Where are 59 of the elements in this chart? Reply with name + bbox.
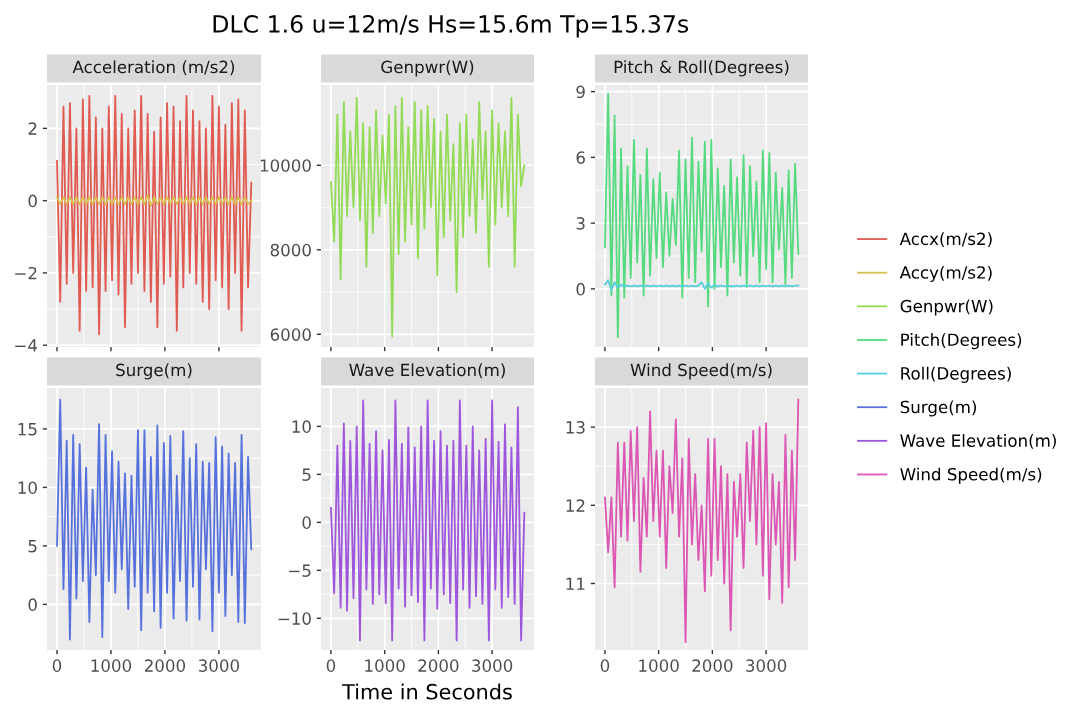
line-series	[56, 398, 253, 641]
x-tick-label: 1000	[91, 659, 132, 672]
y-tick-label: 0	[28, 598, 37, 611]
line-series	[56, 94, 253, 336]
chart-title: Acceleration (m/s2)	[72, 60, 235, 76]
line-series	[330, 96, 526, 338]
x-tick-label: 1000	[365, 659, 405, 672]
y-tick-label: 6000	[270, 328, 311, 341]
y-tick-label: −10	[278, 612, 311, 625]
legend-label: Roll(Degrees)	[901, 366, 1011, 383]
legend-label: Wave Elevation(m)	[900, 434, 1056, 449]
x-tick-label: 2000	[418, 659, 459, 672]
y-tick-label: 3	[576, 217, 585, 230]
y-tick-label: −5	[289, 564, 311, 577]
x-tick-label: 0	[52, 659, 62, 672]
y-tick-label: 10	[292, 420, 311, 433]
y-tick-label: 15	[18, 423, 37, 436]
x-tick-label: 2000	[692, 659, 733, 672]
y-tick-label: 8000	[270, 243, 311, 257]
line-series	[604, 279, 800, 291]
y-tick-label: 5	[28, 540, 37, 553]
y-tick-label: −2	[15, 266, 37, 280]
line-series	[604, 92, 800, 339]
x-axis-title: Time in Seconds	[342, 683, 512, 700]
legend-label: Wind Speed(m/s)	[900, 467, 1042, 484]
y-tick-label: 11	[566, 577, 585, 590]
x-tick-label: 3000	[746, 659, 787, 672]
text: DLC 1.6 u=12m/s Hs=15.6m Tp=15.37s	[213, 14, 689, 38]
x-tick-label: 1000	[639, 659, 679, 672]
y-tick-label: 13	[566, 421, 585, 434]
y-tick-label: −4	[15, 339, 38, 352]
legend-label: Pitch(Degrees)	[901, 333, 1022, 350]
y-tick-label: 5	[302, 468, 311, 481]
legend-label: Genpwr(W)	[900, 299, 993, 316]
chart-title: Wave Elevation(m)	[349, 363, 505, 379]
y-tick-label: 0	[302, 516, 311, 529]
line-series	[330, 399, 526, 642]
y-tick-label: 10000	[260, 159, 311, 172]
legend-label: Accy(m/s2)	[899, 265, 992, 282]
y-tick-label: 0	[28, 194, 37, 208]
y-tick-label: 10	[18, 481, 37, 494]
line-series	[604, 398, 800, 644]
legend-label: Surge(m)	[900, 400, 977, 417]
x-tick-label: 3000	[198, 659, 239, 672]
y-tick-label: 2	[28, 122, 37, 135]
chart-title: Genpwr(W)	[381, 60, 474, 77]
legend-label: Accx(m/s2)	[899, 232, 992, 248]
chart-title: Surge(m)	[116, 363, 192, 380]
y-tick-label: 0	[576, 282, 585, 296]
x-tick-label: 0	[326, 659, 336, 672]
line-series	[56, 194, 253, 207]
chart-title: Pitch & Roll(Degrees)	[614, 60, 789, 77]
x-tick-label: 0	[600, 659, 610, 672]
chart-title: Wind Speed(m/s)	[630, 363, 772, 380]
y-tick-label: 9	[576, 85, 585, 99]
x-tick-label: 2000	[144, 659, 186, 672]
x-tick-label: 3000	[472, 659, 513, 672]
y-tick-label: 12	[566, 499, 585, 512]
y-tick-label: 6	[576, 151, 585, 164]
